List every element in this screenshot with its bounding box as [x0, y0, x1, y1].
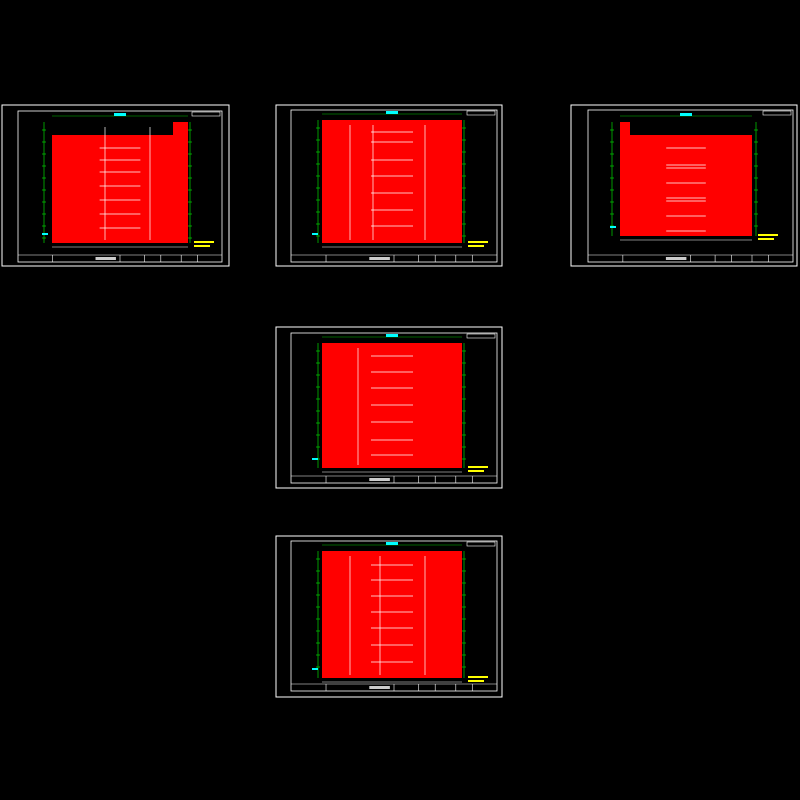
sheet-border	[1, 104, 230, 267]
sheet-number-box	[762, 110, 792, 116]
sheet-border	[570, 104, 798, 267]
section-label	[386, 334, 398, 337]
title-block-text	[95, 257, 116, 260]
note-text	[468, 466, 488, 468]
drawing-sheet	[275, 326, 503, 489]
note-text	[758, 234, 778, 236]
note-text	[468, 245, 484, 247]
sheet-number-box	[191, 111, 221, 117]
drawing-sheet	[275, 104, 503, 267]
cyan-marker	[312, 668, 318, 670]
sheet-number-box	[466, 110, 496, 116]
sheet-border	[275, 535, 503, 698]
concrete-area	[620, 135, 752, 236]
concrete-area	[173, 122, 188, 243]
concrete-area	[322, 343, 462, 468]
title-block-text	[369, 478, 390, 481]
note-text	[194, 241, 214, 243]
sheet-number-box	[466, 541, 496, 547]
note-text	[468, 680, 484, 682]
section-label	[386, 111, 398, 114]
note-text	[758, 238, 774, 240]
cyan-marker	[312, 233, 318, 235]
section-label	[114, 113, 126, 116]
section-label	[386, 542, 398, 545]
drawing-sheet	[570, 104, 798, 267]
sheet-number-box	[466, 333, 496, 339]
note-text	[468, 241, 488, 243]
cyan-marker	[610, 226, 616, 228]
title-block-text	[369, 257, 390, 260]
cyan-marker	[42, 233, 48, 235]
drawing-sheet	[275, 535, 503, 698]
note-text	[468, 470, 484, 472]
section-label	[680, 113, 692, 116]
concrete-area	[322, 120, 462, 243]
note-text	[468, 676, 488, 678]
title-block-text	[369, 686, 390, 689]
drawing-sheet	[1, 104, 230, 267]
cyan-marker	[312, 458, 318, 460]
sheet-border	[275, 326, 503, 489]
sheet-border	[275, 104, 503, 267]
concrete-area	[322, 551, 462, 678]
concrete-area	[620, 122, 630, 136]
title-block-text	[665, 257, 687, 260]
note-text	[194, 245, 210, 247]
concrete-area	[52, 135, 175, 243]
